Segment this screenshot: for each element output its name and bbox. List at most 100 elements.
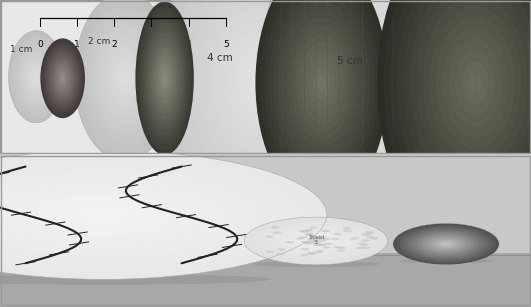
Circle shape (271, 226, 279, 229)
Ellipse shape (282, 9, 362, 157)
Ellipse shape (390, 0, 531, 227)
Ellipse shape (102, 39, 148, 115)
Ellipse shape (33, 72, 39, 81)
Ellipse shape (159, 63, 170, 94)
Ellipse shape (10, 33, 62, 120)
Ellipse shape (207, 0, 306, 160)
Ellipse shape (183, 0, 330, 201)
Circle shape (277, 248, 286, 251)
Ellipse shape (149, 37, 180, 119)
Ellipse shape (430, 6, 521, 160)
Ellipse shape (313, 0, 445, 189)
Ellipse shape (212, 7, 301, 152)
Ellipse shape (188, 0, 325, 193)
Ellipse shape (15, 42, 57, 111)
Ellipse shape (252, 261, 380, 267)
Ellipse shape (217, 15, 296, 144)
Circle shape (333, 233, 342, 235)
Ellipse shape (95, 26, 155, 127)
Circle shape (315, 250, 324, 252)
Ellipse shape (246, 64, 267, 96)
Ellipse shape (456, 50, 495, 116)
Circle shape (358, 243, 366, 245)
Ellipse shape (48, 199, 159, 231)
Ellipse shape (31, 68, 41, 86)
Ellipse shape (0, 163, 282, 266)
Ellipse shape (0, 150, 327, 279)
Ellipse shape (45, 46, 81, 110)
Text: 3: 3 (314, 240, 318, 245)
Ellipse shape (42, 41, 83, 115)
Ellipse shape (145, 27, 184, 130)
Ellipse shape (58, 70, 67, 86)
Ellipse shape (105, 43, 145, 111)
Circle shape (307, 253, 315, 255)
Ellipse shape (259, 222, 373, 260)
Ellipse shape (277, 228, 355, 254)
Ellipse shape (273, 227, 359, 255)
Ellipse shape (153, 48, 176, 109)
Ellipse shape (107, 47, 142, 106)
Circle shape (313, 244, 322, 246)
Ellipse shape (442, 243, 450, 246)
Ellipse shape (442, 28, 508, 138)
Ellipse shape (109, 51, 140, 102)
Ellipse shape (361, 52, 397, 111)
Circle shape (360, 243, 369, 246)
Ellipse shape (237, 48, 276, 112)
Ellipse shape (178, 0, 335, 209)
Circle shape (296, 237, 304, 240)
Circle shape (305, 229, 314, 231)
Ellipse shape (0, 274, 271, 285)
Circle shape (362, 239, 370, 242)
Ellipse shape (410, 230, 482, 258)
Circle shape (370, 237, 379, 240)
Ellipse shape (198, 0, 315, 177)
Bar (0, 253, 531, 307)
Ellipse shape (40, 38, 85, 118)
Circle shape (301, 241, 310, 243)
Ellipse shape (331, 3, 427, 160)
Circle shape (304, 234, 313, 236)
Circle shape (299, 230, 308, 232)
Circle shape (310, 226, 318, 229)
Ellipse shape (77, 0, 173, 157)
Circle shape (266, 251, 275, 253)
Ellipse shape (173, 0, 340, 217)
Ellipse shape (92, 212, 115, 218)
Circle shape (361, 234, 370, 236)
Ellipse shape (355, 42, 403, 121)
Ellipse shape (22, 54, 50, 100)
Ellipse shape (14, 189, 193, 241)
Circle shape (273, 231, 281, 234)
Ellipse shape (432, 239, 460, 250)
Ellipse shape (80, 1, 170, 153)
Ellipse shape (61, 76, 64, 81)
Ellipse shape (418, 233, 474, 255)
Circle shape (317, 237, 326, 239)
Ellipse shape (92, 22, 158, 132)
Ellipse shape (291, 25, 353, 140)
Ellipse shape (373, 72, 385, 91)
Ellipse shape (313, 67, 331, 99)
Ellipse shape (0, 179, 226, 251)
Ellipse shape (280, 229, 352, 253)
Ellipse shape (168, 0, 345, 225)
Circle shape (316, 236, 325, 239)
Ellipse shape (21, 51, 52, 102)
Circle shape (331, 238, 339, 240)
Ellipse shape (410, 0, 531, 193)
Bar (0, 154, 531, 253)
Ellipse shape (269, 0, 375, 181)
Ellipse shape (59, 73, 66, 84)
Ellipse shape (0, 157, 304, 273)
Circle shape (342, 227, 351, 230)
Ellipse shape (81, 208, 126, 221)
Ellipse shape (119, 68, 130, 85)
Ellipse shape (0, 170, 260, 260)
Ellipse shape (8, 31, 64, 123)
Text: Titleist: Titleist (307, 235, 324, 240)
Text: 3: 3 (149, 40, 154, 49)
Ellipse shape (143, 22, 186, 134)
Ellipse shape (416, 0, 531, 182)
